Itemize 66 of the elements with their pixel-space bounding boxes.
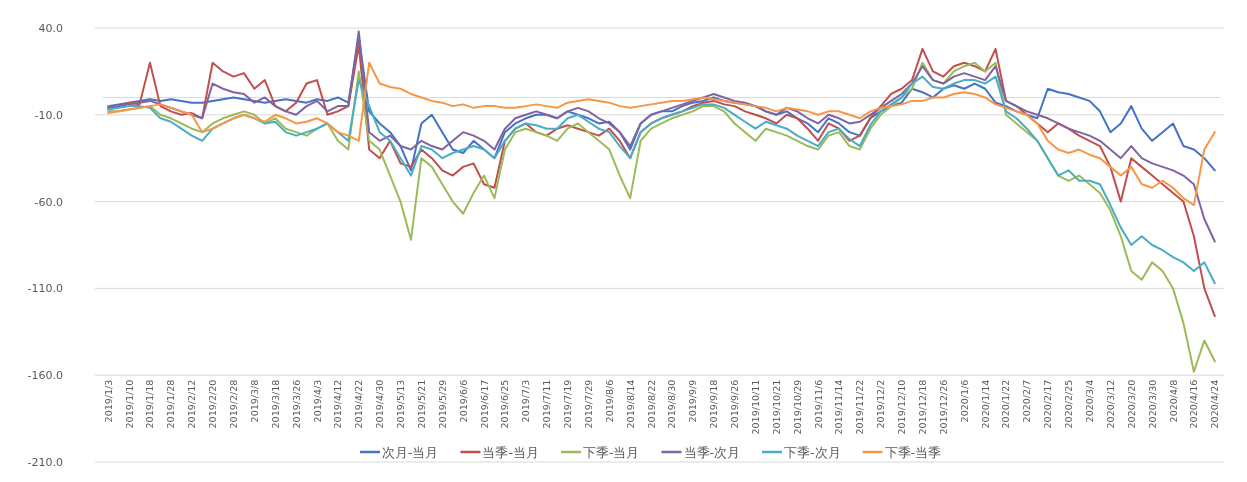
legend-label: 下季-当季 (884, 444, 942, 460)
y-tick-label: -210.0 (27, 456, 63, 469)
x-tick-label: 2019/4/30 (374, 379, 386, 429)
x-tick-label: 2019/1/3 (102, 379, 114, 423)
x-tick-label: 2019/12/26 (937, 379, 949, 435)
x-tick-label: 2019/2/28 (227, 379, 239, 429)
x-tick-label: 2019/6/6 (457, 379, 469, 423)
y-tick-label: -60.0 (34, 195, 63, 209)
legend-label: 当季-当月 (482, 444, 539, 460)
legend-label: 下季-当月 (582, 444, 640, 460)
x-tick-label: 2020/2/17 (1042, 379, 1054, 429)
x-tick-label: 2019/10/29 (791, 379, 803, 435)
x-tick-label: 2020/2/7 (1021, 379, 1033, 423)
legend-label: 当季-次月 (683, 444, 741, 460)
x-tick-label: 2020/3/4 (1084, 379, 1096, 423)
x-tick-label: 2020/2/25 (1063, 379, 1075, 429)
x-tick-label: 2019/5/21 (415, 379, 427, 429)
x-tick-label: 2019/7/11 (541, 379, 553, 429)
x-tick-label: 2019/8/6 (603, 379, 615, 423)
x-tick-label: 2019/11/14 (833, 379, 845, 435)
x-tick-label: 2020/3/12 (1104, 379, 1116, 429)
x-tick-label: 2019/11/6 (812, 379, 824, 429)
x-tick-label: 2020/1/14 (979, 379, 991, 429)
x-tick-label: 2020/3/30 (1146, 379, 1158, 429)
x-tick-label: 2019/11/22 (854, 379, 866, 435)
x-tick-label: 2019/4/3 (311, 379, 323, 423)
x-tick-label: 2020/4/16 (1188, 379, 1200, 429)
x-tick-label: 2020/1/6 (958, 379, 970, 423)
x-tick-label: 2020/4/8 (1167, 379, 1179, 423)
x-tick-label: 2019/10/21 (770, 379, 782, 435)
x-tick-label: 2019/6/17 (478, 379, 490, 429)
x-tick-label: 2019/7/19 (562, 379, 574, 429)
x-tick-label: 2019/9/26 (729, 379, 741, 429)
x-tick-label: 2019/12/10 (896, 379, 908, 435)
x-tick-label: 2020/1/22 (1000, 379, 1012, 429)
x-tick-label: 2020/3/20 (1125, 379, 1137, 429)
x-tick-label: 2019/5/13 (395, 379, 407, 429)
x-tick-label: 2019/1/10 (123, 379, 135, 429)
x-tick-label: 2019/4/22 (353, 379, 365, 429)
x-tick-label: 2019/4/12 (332, 379, 344, 429)
x-tick-label: 2019/1/28 (165, 379, 177, 429)
legend-label: 次月-当月 (381, 444, 439, 460)
x-tick-label: 2019/7/3 (520, 379, 532, 423)
x-tick-label: 2019/12/18 (916, 379, 928, 435)
x-tick-label: 2019/9/18 (708, 379, 720, 429)
x-tick-label: 2019/12/2 (875, 379, 887, 429)
x-tick-label: 2019/1/18 (144, 379, 156, 429)
x-tick-label: 2019/6/25 (499, 379, 511, 429)
x-tick-label: 2019/10/11 (749, 379, 761, 435)
x-tick-label: 2019/3/8 (248, 379, 260, 423)
x-tick-label: 2019/7/29 (582, 379, 594, 429)
x-tick-label: 2019/8/30 (666, 379, 678, 429)
x-tick-label: 2019/2/12 (186, 379, 198, 429)
x-tick-label: 2019/8/14 (624, 379, 636, 429)
legend-label: 下季-次月 (784, 444, 841, 460)
x-tick-label: 2019/3/18 (269, 379, 281, 429)
y-tick-label: -160.0 (27, 369, 63, 383)
x-tick-label: 2019/5/29 (436, 379, 448, 429)
x-tick-label: 2019/2/20 (207, 379, 219, 429)
x-tick-label: 2019/8/22 (645, 379, 657, 429)
x-tick-label: 2019/9/9 (687, 379, 699, 423)
x-tick-label: 2020/4/24 (1209, 379, 1221, 429)
y-tick-label: -10.0 (34, 108, 63, 122)
y-tick-label: 40.0 (38, 22, 63, 35)
y-tick-label: -110.0 (27, 282, 63, 296)
x-tick-label: 2019/3/26 (290, 379, 302, 429)
